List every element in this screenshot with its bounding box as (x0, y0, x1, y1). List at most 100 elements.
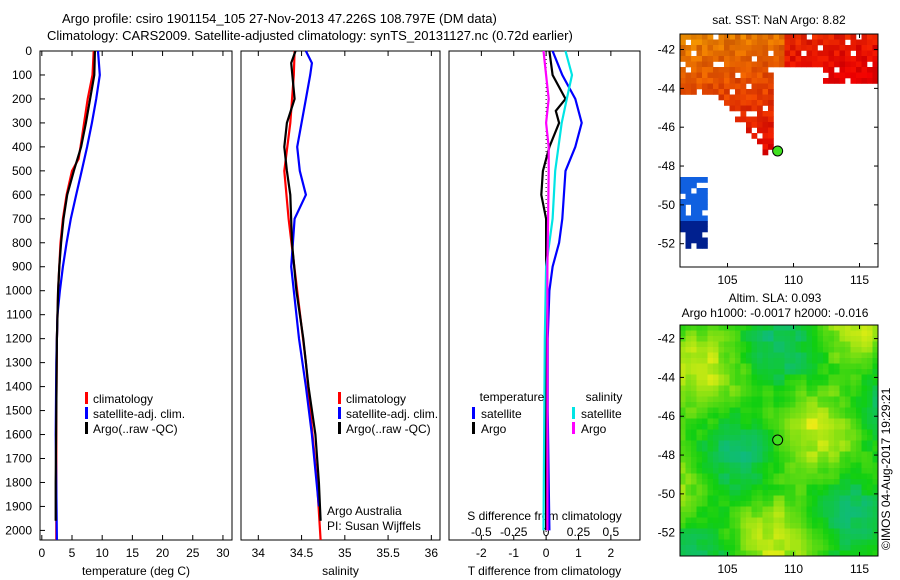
map-cell (856, 479, 862, 485)
map-cell (773, 352, 780, 359)
map-cell (867, 336, 873, 342)
map-cell (806, 418, 813, 425)
map-cell (762, 122, 769, 128)
map-cell (790, 479, 796, 485)
map-cell (834, 396, 840, 403)
map-cell (729, 407, 736, 414)
map-cell (718, 396, 725, 403)
map-y-tick-label: -52 (658, 237, 676, 251)
map-cell (696, 232, 703, 238)
map-cell (724, 100, 730, 106)
map-cell (784, 413, 791, 419)
map-cell (828, 446, 835, 452)
map-cell (702, 347, 708, 353)
map-cell (861, 429, 868, 436)
map-cell (845, 396, 851, 403)
map-cell (845, 495, 851, 502)
map-cell (702, 89, 708, 95)
map-cell (773, 528, 780, 535)
map-cell (685, 385, 692, 392)
map-cell (751, 407, 758, 414)
map-cell (757, 50, 763, 57)
map-cell (845, 440, 851, 447)
map-cell (691, 61, 697, 68)
map-cell (817, 446, 824, 452)
map-cell (762, 490, 769, 496)
map-cell (856, 336, 862, 342)
map-cell (817, 363, 824, 370)
map-cell (790, 50, 796, 57)
map-cell (812, 440, 818, 447)
map-cell (735, 484, 741, 491)
map-cell (762, 435, 769, 441)
map-cell (729, 429, 736, 436)
map-cell (768, 391, 774, 397)
map-cell (784, 341, 791, 348)
map-cell (768, 545, 774, 551)
map-cell (696, 45, 703, 51)
map-cell (702, 45, 708, 51)
map-cell (845, 385, 851, 392)
map-cell (702, 545, 708, 551)
map-cell (713, 429, 719, 436)
legend-header: temperature (480, 390, 545, 404)
map-cell (839, 418, 846, 425)
map-cell (757, 347, 763, 353)
map-cell (691, 495, 697, 502)
map-cell (702, 451, 708, 458)
map-cell (845, 545, 851, 551)
map-cell (856, 506, 862, 513)
map-cell (779, 534, 785, 540)
legend-swatch (85, 422, 88, 434)
map-cell (828, 330, 835, 337)
map-cell (861, 45, 868, 51)
map-cell (823, 512, 829, 518)
map-cell (773, 45, 780, 51)
map-cell (839, 391, 846, 397)
map-cell (790, 468, 796, 474)
map-cell (872, 512, 879, 518)
map-cell (696, 413, 703, 419)
map-cell (735, 67, 741, 73)
map-cell (718, 435, 725, 441)
map-cell (834, 39, 840, 46)
map-cell (762, 374, 769, 381)
map-cell (850, 473, 857, 480)
map-cell (773, 512, 780, 518)
map-cell (729, 34, 736, 40)
map-cell (696, 512, 703, 518)
map-cell (773, 545, 780, 551)
map-cell (834, 446, 840, 452)
map-cell (872, 495, 879, 502)
map-cells-sla-map (680, 325, 879, 557)
map-cell (790, 457, 796, 463)
map-cell (828, 440, 835, 447)
map-cell (801, 407, 807, 414)
map-cell (702, 72, 708, 79)
map-cell (680, 369, 686, 375)
map-cell (806, 490, 813, 496)
map-cell (790, 358, 796, 364)
legend-label: Argo(..raw -QC) (93, 422, 178, 436)
map-cell (685, 380, 692, 386)
map-cell (790, 61, 796, 68)
y-tick-label: 1600 (5, 428, 32, 442)
map-cell (768, 127, 774, 134)
map-cell (740, 506, 747, 513)
map-cell (828, 358, 835, 364)
map-cell (779, 61, 785, 68)
map-cell (724, 341, 730, 348)
map-cell (746, 446, 752, 452)
map-cell (768, 330, 774, 337)
map-cell (779, 457, 785, 463)
map-cell (746, 528, 752, 535)
map-cell (839, 506, 846, 513)
x-tick-label: 34.5 (290, 546, 314, 560)
map-cell (779, 468, 785, 474)
map-cell (740, 100, 747, 106)
map-cell (751, 347, 758, 353)
map-cell (740, 440, 747, 447)
map-cell (790, 473, 796, 480)
map-cell (867, 523, 873, 529)
map-cell (729, 446, 736, 452)
